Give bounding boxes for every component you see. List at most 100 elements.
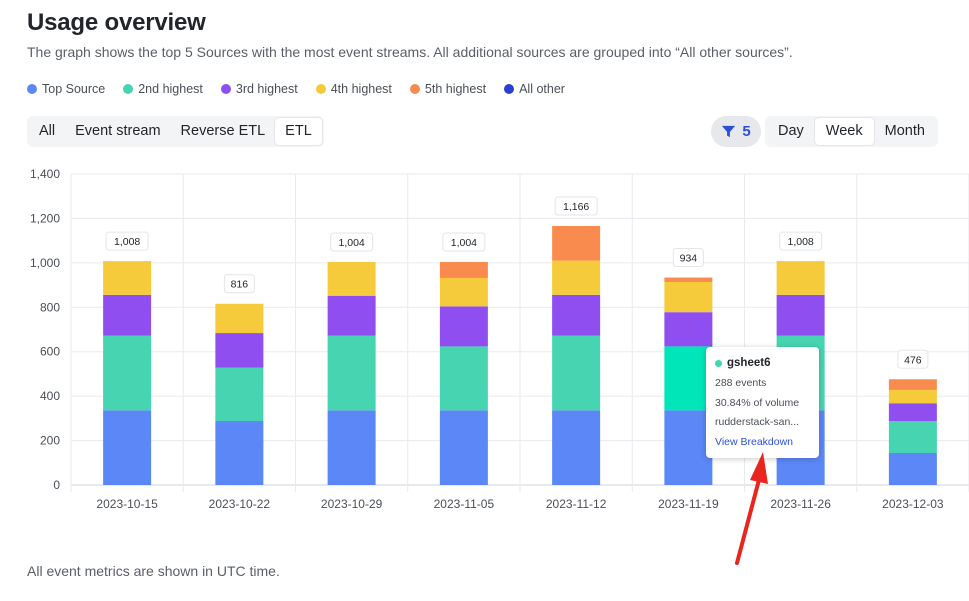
- bar-segment: [327, 295, 376, 336]
- bar-segment: [888, 453, 937, 485]
- filter-count: 5: [742, 123, 751, 140]
- bar-total-label: 1,004: [338, 237, 364, 249]
- bar-segment: [664, 277, 713, 282]
- utc-footnote: All event metrics are shown in UTC time.: [27, 563, 280, 579]
- x-tick-label: 2023-10-22: [209, 497, 271, 511]
- bar-segment: [776, 261, 825, 295]
- bar-segment: [215, 421, 264, 485]
- filter-button[interactable]: 5: [711, 116, 761, 147]
- bar-segment: [327, 410, 376, 485]
- bar-segment: [552, 225, 601, 261]
- tab-week[interactable]: Week: [814, 118, 874, 145]
- bar-segment: [888, 421, 937, 454]
- legend-item-5th-highest: 5th highest: [409, 82, 487, 96]
- legend-dot: [220, 84, 231, 94]
- legend-label: 4th highest: [330, 82, 392, 96]
- x-tick-label: 2023-10-29: [321, 497, 383, 511]
- tooltip-volume: 30.84% of volume: [715, 397, 800, 409]
- bar-total-label: 476: [904, 354, 922, 366]
- total-label-box: [672, 248, 704, 268]
- bar-segment: [103, 410, 152, 485]
- tooltip-series-dot: [715, 359, 722, 367]
- filter-icon: [722, 125, 736, 138]
- x-tick-label: 2023-11-26: [770, 497, 831, 511]
- total-label-box: [330, 232, 374, 252]
- y-tick-label: 0: [53, 478, 60, 492]
- x-tick-label: 2023-11-19: [658, 497, 719, 511]
- bar-segment: [664, 346, 713, 411]
- x-tick-label: 2023-11-12: [546, 497, 607, 511]
- bar-segment: [888, 379, 937, 390]
- bar-segment: [215, 367, 264, 422]
- bar-segment: [215, 303, 264, 334]
- y-tick-label: 1,400: [30, 167, 60, 181]
- bar-segment: [103, 294, 152, 336]
- bar-segment: [103, 335, 152, 411]
- total-label-box: [442, 232, 486, 252]
- view-breakdown-link[interactable]: View Breakdown: [715, 436, 794, 448]
- x-tick-label: 2023-11-05: [434, 497, 495, 511]
- bar-segment: [103, 261, 152, 295]
- bar-segment: [664, 312, 713, 347]
- y-tick-label: 200: [40, 434, 60, 448]
- red-arrow-icon: [735, 452, 768, 565]
- legend-dot: [504, 84, 515, 94]
- tab-event-stream[interactable]: Event stream: [75, 123, 161, 139]
- bar-total-label: 1,008: [114, 236, 140, 248]
- bar-total-label: 934: [680, 253, 698, 265]
- y-tick-label: 1,000: [30, 256, 60, 270]
- bar-segment: [327, 261, 376, 296]
- bar-segment: [664, 281, 713, 313]
- bar-total-label: 1,166: [563, 201, 589, 213]
- total-label-box: [223, 274, 255, 294]
- tab-month[interactable]: Month: [884, 123, 925, 139]
- legend-dot: [409, 84, 420, 94]
- legend-item-4th-highest: 4th highest: [315, 82, 392, 96]
- legend-label: 5th highest: [424, 82, 487, 96]
- x-tick-label: 2023-10-15: [96, 497, 158, 511]
- bar-segment: [215, 333, 264, 368]
- legend-dot: [123, 84, 134, 94]
- legend-item-all-other: All other: [504, 82, 565, 96]
- bar-segment: [552, 260, 601, 295]
- legend-dot: [27, 84, 37, 94]
- tab-all[interactable]: All: [39, 123, 56, 139]
- legend-label: 2nd highest: [138, 82, 203, 96]
- legend-item-top-source: Top Source: [27, 82, 105, 96]
- tooltip-header: gsheet6: [715, 357, 770, 369]
- total-label-box: [105, 231, 149, 251]
- bar-total-label: 816: [231, 279, 249, 291]
- bar-segment: [439, 306, 488, 347]
- y-tick-label: 400: [40, 389, 60, 403]
- source-type-tabs: All Event stream Reverse ETL ETL: [27, 116, 324, 147]
- tooltip-workspace: rudderstack-san...: [715, 416, 800, 428]
- bar-segment: [552, 294, 601, 336]
- tab-reverse-etl[interactable]: Reverse ETL: [180, 123, 266, 139]
- usage-chart: 0 200 400 600 800 1,000 1,200 1,400 1,008 2023-10…: [30, 167, 969, 511]
- chart-legend: Top Source 2nd highest 3rd highest 4th h…: [27, 82, 583, 96]
- x-tick-label: 2023-12-03: [882, 497, 944, 511]
- tab-etl[interactable]: ETL: [275, 118, 322, 145]
- bar-segment: [888, 389, 937, 404]
- y-tick-label: 600: [40, 345, 60, 359]
- period-tabs: Day Week Month: [765, 116, 938, 147]
- bar-segment: [327, 335, 376, 411]
- bar-segment: [439, 410, 488, 485]
- y-tick-label: 800: [40, 300, 60, 314]
- page-title: Usage overview: [27, 9, 206, 36]
- bar-segment: [439, 277, 488, 307]
- tooltip-source-name: gsheet6: [727, 357, 771, 369]
- bar-total-label: 1,004: [451, 237, 477, 249]
- tab-day[interactable]: Day: [778, 123, 804, 139]
- total-label-box: [779, 231, 823, 251]
- y-tick-label: 1,200: [30, 211, 60, 225]
- legend-item-3rd-highest: 3rd highest: [220, 82, 298, 96]
- legend-item-2nd-highest: 2nd highest: [123, 82, 203, 96]
- total-label-box: [897, 349, 929, 369]
- bar-segment: [552, 335, 601, 411]
- bar-segment: [552, 410, 601, 485]
- tooltip-events: 288 events: [715, 377, 767, 389]
- page-subtitle: The graph shows the top 5 Sources with t…: [27, 44, 793, 60]
- legend-label: Top Source: [42, 82, 106, 96]
